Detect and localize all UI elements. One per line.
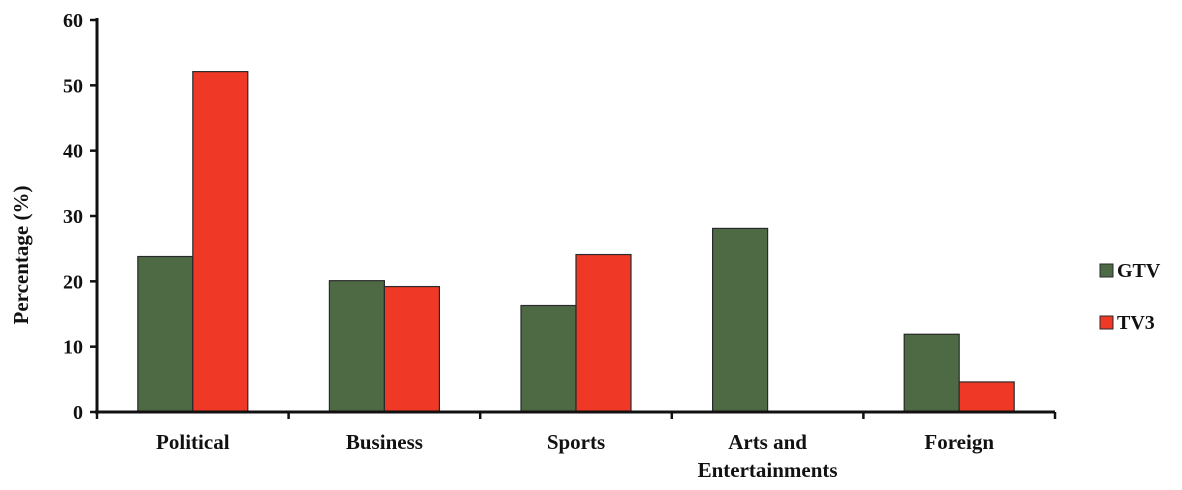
y-tick-label: 0 — [73, 402, 83, 424]
bar-gtv-1 — [328, 280, 385, 413]
y-tick-label: 20 — [63, 271, 83, 293]
y-tick-label: 30 — [63, 206, 83, 228]
bar-tv3-1 — [383, 285, 440, 413]
x-category-label: Entertainments — [698, 458, 838, 482]
bars — [137, 71, 1015, 413]
bar-gtv-0 — [137, 255, 194, 413]
y-tick-label: 40 — [63, 141, 83, 163]
x-category-label: Arts and — [728, 430, 807, 454]
y-tick-label: 60 — [63, 10, 83, 32]
bar-gtv-2 — [520, 304, 577, 413]
bar-gtv-3 — [711, 227, 769, 413]
legend-swatch-tv3 — [1099, 315, 1114, 330]
legend-swatch-gtv — [1099, 263, 1114, 278]
x-axis: Political Business Sports Arts and Entertain… — [95, 410, 1057, 482]
x-category-label: Foreign — [924, 430, 994, 454]
y-axis: 0 10 20 30 40 50 60 — [63, 10, 99, 424]
x-category-label: Political — [156, 430, 230, 454]
legend: GTV TV3 — [1099, 260, 1161, 334]
legend-label-gtv: GTV — [1117, 260, 1161, 282]
bar-gtv-4 — [903, 333, 960, 413]
bar-tv3-4 — [958, 381, 1015, 413]
y-axis-label: Percentage (%) — [9, 186, 33, 325]
bar-tv3-0 — [192, 71, 249, 413]
bar-tv3-2 — [575, 253, 632, 413]
legend-label-tv3: TV3 — [1117, 312, 1155, 334]
x-category-label: Business — [346, 430, 423, 454]
x-category-label: Sports — [547, 430, 605, 454]
y-tick-label: 10 — [63, 337, 83, 359]
y-tick-label: 50 — [63, 75, 83, 97]
